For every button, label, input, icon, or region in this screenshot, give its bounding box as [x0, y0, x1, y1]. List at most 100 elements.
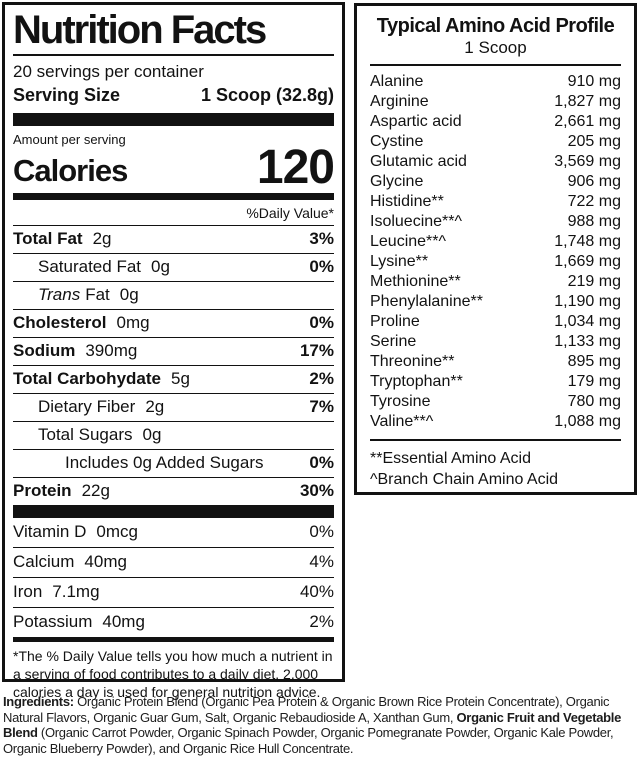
nutrient-name: Total Fat — [13, 228, 83, 248]
nutrient-name: Iron — [13, 581, 43, 601]
nutrient-amount: 0g — [119, 284, 139, 304]
daily-value-footnote: *The % Daily Value tells you how much a … — [13, 647, 333, 700]
amino-acid-name: Serine — [370, 333, 417, 351]
amino-acid-name: Cystine — [370, 133, 424, 151]
essential-amino-footnote: **Essential Amino Acid — [370, 450, 531, 468]
nutrient-daily-value: 7% — [309, 396, 334, 416]
nutrient-row: Total Carbohydate 5g 2% — [13, 364, 334, 393]
nutrient-row: Vitamin D 0mcg 0% — [13, 518, 334, 547]
amino-acid-name: Alanine — [370, 73, 424, 91]
amino-acid-title: Typical Amino Acid Profile — [376, 15, 615, 37]
divider-bar-thick — [13, 504, 334, 518]
nutrient-amount: 390mg — [85, 340, 138, 360]
amino-acid-name: Glutamic acid — [370, 153, 467, 171]
amino-acid-row: Methionine** 219 mg — [370, 272, 621, 292]
nutrient-row: Trans Fat 0g — [13, 280, 334, 309]
nutrient-amount: 2g — [145, 396, 165, 416]
nutrient-daily-value: 17% — [299, 340, 334, 360]
nutrition-facts-title: Nutrition Facts — [13, 5, 334, 56]
nutrient-daily-value: 40% — [299, 581, 334, 601]
nutrient-name: Includes 0g Added Sugars — [65, 452, 264, 472]
amino-acid-value: 1,669 mg — [554, 253, 621, 271]
vitamin-mineral-rows: Vitamin D 0mcg 0% Calcium 40mg 4% Iron 7.1m… — [13, 518, 334, 637]
serving-size-label: Serving Size — [13, 85, 121, 106]
nutrient-name: Cholesterol — [13, 312, 107, 332]
nutrient-name: Saturated Fat — [38, 256, 142, 276]
amino-acid-row: Glutamic acid 3,569 mg — [370, 152, 621, 172]
nutrient-amount: 0mg — [116, 312, 150, 332]
amino-acid-footnotes: **Essential Amino Acid ^Branch Chain Ami… — [370, 441, 621, 490]
nutrient-row: Dietary Fiber 2g 7% — [13, 392, 334, 421]
nutrient-name: Total Carbohydate — [13, 368, 161, 388]
amino-acid-name: Lysine** — [370, 253, 429, 271]
amino-acid-name: Phenylalanine** — [370, 293, 483, 311]
amino-acid-row: Histidine** 722 mg — [370, 192, 621, 212]
amino-acid-row: Threonine** 895 mg — [370, 352, 621, 372]
ingredients-text: Ingredients: Organic Protein Blend (Orga… — [3, 694, 622, 756]
amino-acid-row: Serine 1,133 mg — [370, 332, 621, 352]
nutrient-daily-value: 0% — [309, 452, 334, 472]
nutrient-daily-value: 4% — [309, 551, 334, 571]
divider-bar-thick — [13, 113, 334, 127]
amino-acid-value: 219 mg — [567, 273, 621, 291]
amino-acid-name: Histidine** — [370, 193, 444, 211]
amino-acid-value: 1,133 mg — [554, 333, 621, 351]
nutrient-name: Calcium — [13, 551, 75, 571]
amino-acid-value: 3,569 mg — [554, 153, 621, 171]
nutrient-name: Fat — [85, 284, 110, 304]
amino-acid-value: 895 mg — [567, 353, 621, 371]
nutrient-amount: 2g — [92, 228, 112, 248]
nutrient-daily-value: 2% — [309, 611, 334, 631]
amino-acid-value: 906 mg — [567, 173, 621, 191]
divider-bar-thin — [13, 636, 334, 642]
amino-acid-name: Leucine**^ — [370, 233, 447, 251]
amino-acid-value: 1,827 mg — [554, 93, 621, 111]
amino-acid-row: Aspartic acid 2,661 mg — [370, 112, 621, 132]
nutrient-name: Total Sugars — [38, 424, 133, 444]
calories-row: Calories 120 — [13, 140, 335, 194]
amino-acid-value: 988 mg — [567, 213, 621, 231]
nutrient-row: Saturated Fat 0g 0% — [13, 252, 334, 281]
daily-value-header: %Daily Value* — [246, 204, 334, 221]
amino-acid-name: Isoluecine**^ — [370, 213, 463, 231]
amino-acid-value: 1,748 mg — [554, 233, 621, 251]
amino-acid-row: Arginine 1,827 mg — [370, 92, 621, 112]
nutrient-amount: 40mg — [84, 551, 127, 571]
nutrient-row: Protein 22g 30% — [13, 476, 334, 505]
amino-acid-name: Aspartic acid — [370, 113, 462, 131]
branch-chain-footnote: ^Branch Chain Amino Acid — [370, 471, 559, 489]
amino-acid-value: 1,034 mg — [554, 313, 621, 331]
amount-per-serving-label: Amount per serving — [13, 132, 126, 148]
nutrient-daily-value: 3% — [309, 228, 334, 248]
amino-acid-value: 910 mg — [567, 73, 621, 91]
nutrition-facts-panel: Nutrition Facts 20 servings per containe… — [2, 2, 345, 700]
amino-acid-row: Cystine 205 mg — [370, 132, 621, 152]
nutrient-daily-value: 0% — [309, 521, 334, 541]
serving-size-value: 1 Scoop (32.8g) — [200, 85, 334, 106]
nutrient-row: Total Sugars 0g — [13, 420, 334, 449]
nutrient-row: Iron 7.1mg 40% — [13, 576, 334, 607]
servings-per-container: 20 servings per container — [13, 62, 204, 81]
nutrient-amount: 22g — [81, 480, 110, 500]
amino-acid-value: 1,088 mg — [554, 413, 621, 431]
amino-acid-value: 1,190 mg — [554, 293, 621, 311]
serving-size-row: Serving Size 1 Scoop (32.8g) — [13, 82, 334, 113]
ingredients-section: Ingredients: Organic Protein Blend (Orga… — [3, 694, 637, 756]
nutrient-name: Sodium — [13, 340, 76, 360]
nutrient-name: Vitamin D — [13, 521, 87, 541]
nutrient-amount: 0g — [151, 256, 170, 276]
nutrient-name: Dietary Fiber — [38, 396, 136, 416]
amino-acid-row: Lysine** 1,669 mg — [370, 252, 621, 272]
amino-acid-name: Tryptophan** — [370, 373, 463, 391]
amino-acid-name: Proline — [370, 313, 420, 331]
amino-acid-row: Glycine 906 mg — [370, 172, 621, 192]
amino-acid-name: Valine**^ — [370, 413, 434, 431]
amino-acid-name: Threonine** — [370, 353, 455, 371]
amino-acid-row: Proline 1,034 mg — [370, 312, 621, 332]
nutrient-row: Sodium 390mg 17% — [13, 336, 334, 365]
amino-acid-row: Isoluecine**^ 988 mg — [370, 212, 621, 232]
calories-value: 120 — [256, 140, 335, 194]
nutrient-row: Includes 0g Added Sugars 0% — [13, 448, 334, 477]
amino-acid-panel: Typical Amino Acid Profile 1 Scoop Alani… — [354, 3, 637, 495]
